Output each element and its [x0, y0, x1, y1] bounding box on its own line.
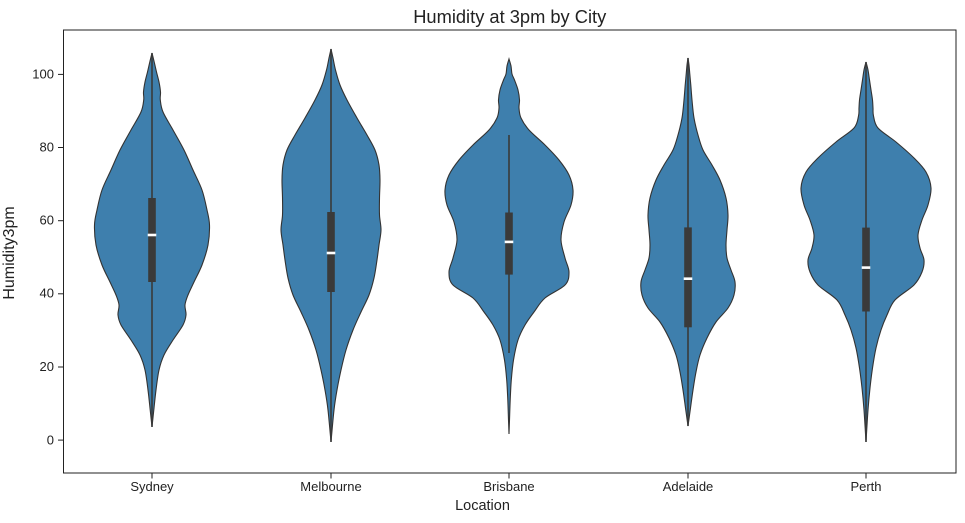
svg-text:80: 80 — [40, 140, 54, 155]
svg-text:100: 100 — [32, 67, 54, 82]
svg-text:40: 40 — [40, 286, 54, 301]
svg-text:Adelaide: Adelaide — [663, 479, 714, 494]
svg-text:Perth: Perth — [850, 479, 881, 494]
svg-text:Melbourne: Melbourne — [300, 479, 361, 494]
svg-text:20: 20 — [40, 359, 54, 374]
svg-text:Sydney: Sydney — [130, 479, 174, 494]
svg-text:0: 0 — [47, 433, 54, 448]
svg-text:60: 60 — [40, 213, 54, 228]
svg-text:Brisbane: Brisbane — [483, 479, 534, 494]
